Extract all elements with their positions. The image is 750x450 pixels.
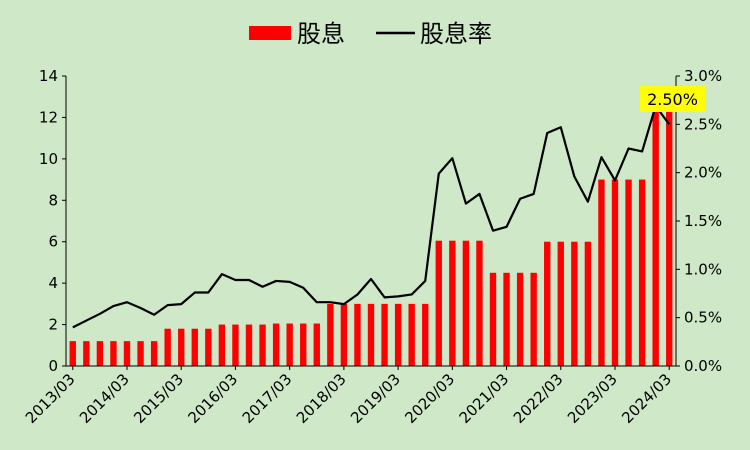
legend: 股息 股息率: [249, 20, 492, 48]
left-tick-label: 8: [48, 191, 58, 209]
dividend-bar: [394, 303, 402, 366]
dividend-yield-line-layer: [72, 104, 671, 329]
right-tick-label: 1.0%: [684, 260, 722, 278]
left-tick-label: 4: [48, 274, 58, 292]
x-tick-label: 2016/03: [184, 370, 241, 427]
dividend-bar: [245, 324, 253, 366]
x-tick-label: 2015/03: [130, 370, 187, 427]
dividend-bar: [110, 341, 117, 366]
right-tick-label: 2.0%: [684, 164, 722, 182]
callout-label: 2.50%: [647, 90, 698, 109]
dividend-bar: [69, 341, 76, 366]
right-tick-label: 3.0%: [684, 67, 722, 85]
dividend-bar: [191, 328, 198, 366]
x-tick-label: 2024/03: [618, 370, 675, 427]
legend-label-dividend: 股息: [297, 20, 345, 48]
dividend-bar: [503, 272, 510, 366]
dividend-bar: [666, 107, 673, 366]
left-tick-label: 12: [39, 108, 58, 126]
dividend-yield-line: [72, 104, 671, 329]
x-tick-label: 2014/03: [76, 370, 133, 427]
dividend-bar: [218, 324, 226, 366]
x-tick-label: 2021/03: [456, 370, 513, 427]
dividend-bar: [96, 341, 104, 366]
left-tick-label: 14: [39, 67, 58, 85]
x-tick-label: 2018/03: [293, 370, 350, 427]
dividend-bar: [164, 328, 171, 366]
dividend-bar: [340, 303, 348, 366]
dividend-bar: [150, 341, 158, 366]
callout-box: [640, 86, 705, 112]
left-tick-label: 0: [48, 357, 58, 375]
dividend-bar: [178, 328, 185, 366]
x-tick-label: 2017/03: [239, 370, 296, 427]
x-tick-label: 2022/03: [510, 370, 567, 427]
left-tick-label: 10: [39, 150, 58, 168]
dividend-bar: [422, 303, 429, 366]
dividend-bar: [137, 341, 144, 366]
dividend-bar: [286, 323, 293, 366]
dividend-bar: [584, 241, 592, 366]
dividend-bar: [327, 303, 334, 366]
dividend-bar: [638, 179, 646, 366]
dividend-bar: [489, 272, 497, 366]
x-tick-label: 2023/03: [564, 370, 621, 427]
legend-label-yield: 股息率: [420, 20, 492, 48]
dividend-bar: [544, 241, 551, 366]
dividend-bar: [232, 324, 239, 366]
left-tick-label: 2: [48, 316, 58, 334]
dividend-bar: [259, 324, 266, 366]
dividend-bar: [530, 272, 537, 366]
dividend-bar: [557, 241, 564, 366]
right-tick-label: 2.5%: [684, 115, 722, 133]
right-tick-label: 0.5%: [684, 309, 722, 327]
dividend-bar: [272, 323, 280, 366]
left-tick-label: 6: [48, 233, 58, 251]
dividend-bar: [123, 341, 131, 366]
legend-swatch-dividend: [249, 26, 291, 40]
dividend-bar: [83, 341, 90, 366]
dividend-bar: [381, 303, 388, 366]
dividend-bar: [300, 323, 307, 366]
dividend-bar: [652, 107, 659, 366]
dividend-bar: [598, 179, 605, 366]
dividend-bars: [69, 107, 673, 366]
dividend-bar: [516, 272, 524, 366]
right-tick-label: 1.5%: [684, 212, 722, 230]
x-tick-label: 2020/03: [401, 370, 458, 427]
latest-yield-callout: 2.50%: [640, 86, 705, 112]
dividend-bar: [571, 241, 578, 366]
x-tick-label: 2013/03: [22, 370, 79, 427]
dividend-bar: [367, 303, 375, 366]
dividend-bar: [462, 240, 470, 366]
dividend-bar: [476, 240, 483, 366]
dividend-bar: [313, 323, 320, 366]
right-tick-label: 0.0%: [684, 357, 722, 375]
dividend-bar: [354, 303, 361, 366]
dividend-bar: [408, 303, 415, 366]
x-tick-label: 2019/03: [347, 370, 404, 427]
dividend-bar: [625, 179, 632, 366]
dividend-bar: [449, 240, 456, 366]
dividend-bar: [611, 179, 619, 366]
dividend-bar: [435, 240, 442, 366]
dividend-bar: [205, 328, 212, 366]
